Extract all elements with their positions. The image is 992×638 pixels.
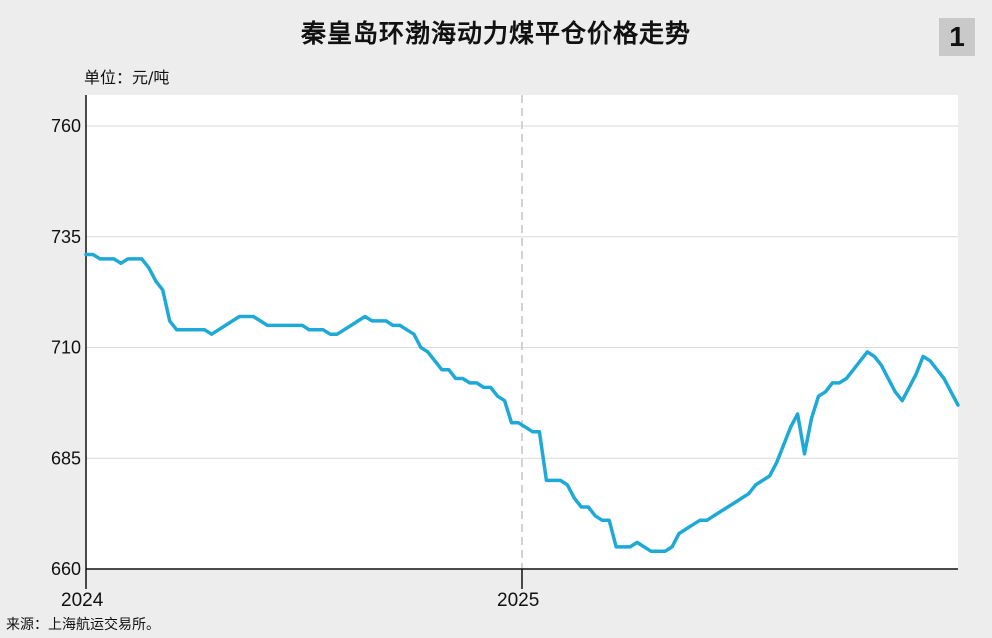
chart-title: 秦皇岛环渤海动力煤平仓价格走势 xyxy=(300,19,691,48)
x-tick-label: 2025 xyxy=(497,590,539,611)
y-tick-label: 710 xyxy=(51,338,81,358)
price-series-line xyxy=(84,252,960,554)
y-tick-label: 660 xyxy=(51,559,81,579)
source-note: 来源：上海航运交易所。 xyxy=(6,617,160,633)
y-tick-label: 735 xyxy=(51,227,81,247)
y-tick-label: 685 xyxy=(51,448,81,468)
unit-label: 单位：元/吨 xyxy=(84,68,170,87)
x-tick-label: 2024 xyxy=(61,590,104,611)
y-tick-label: 760 xyxy=(51,116,81,136)
figure-number-badge: 1 xyxy=(939,18,975,56)
